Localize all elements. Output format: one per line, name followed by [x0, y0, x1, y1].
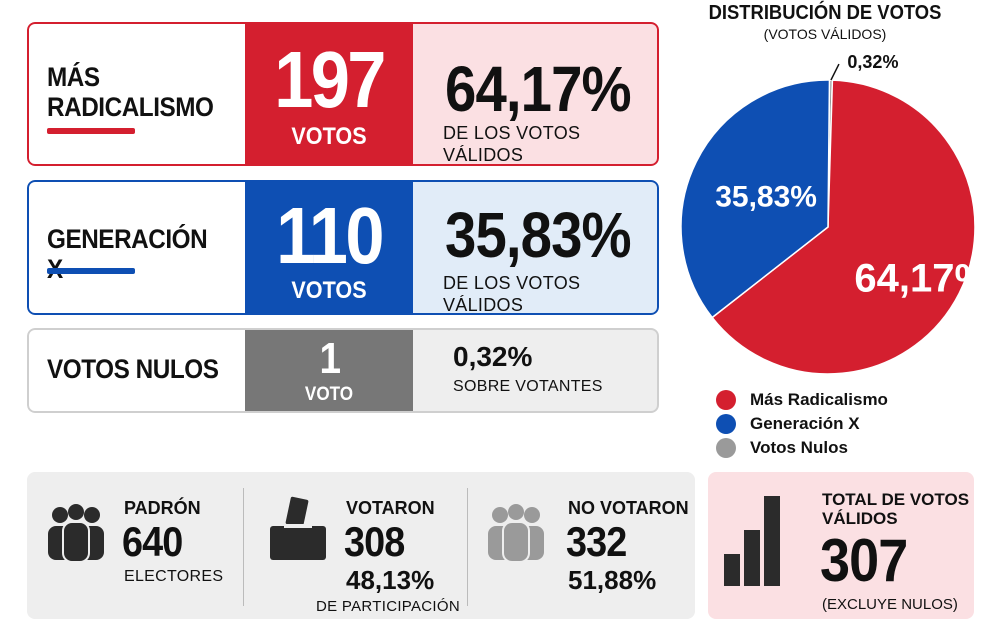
- party-name-cell: VOTOS NULOS: [27, 328, 245, 413]
- legend-swatch: [716, 438, 736, 458]
- total-validos-value: 307: [820, 527, 908, 594]
- card-votos-nulos: VOTOS NULOS 1 VOTO 0,32% SOBRE VOTANTES: [27, 328, 659, 413]
- total-validos-sub: (EXCLUYE NULOS): [822, 596, 958, 613]
- party-name: MÁS RADICALISMO: [47, 62, 214, 122]
- stats-divider: [467, 488, 468, 606]
- legend-item-mas-radicalismo: Más Radicalismo: [716, 389, 888, 411]
- legend-swatch: [716, 414, 736, 434]
- pie-chart: 64,17% 35,83% 0,32%: [680, 52, 990, 375]
- pct-value: 64,17%: [445, 53, 632, 125]
- pct-subtitle: SOBRE VOTANTES: [453, 378, 603, 395]
- pie-slice-1: [680, 79, 831, 319]
- votes-count: 1: [319, 334, 342, 383]
- pie-label-generacion-x: 35,83%: [715, 180, 817, 213]
- no-votaron-value: 332: [566, 518, 627, 565]
- legend-swatch: [716, 390, 736, 410]
- pie-label-mas-radicalismo: 64,17%: [854, 257, 990, 301]
- pct-value: 35,83%: [445, 199, 632, 271]
- votes-count: 197: [274, 35, 386, 124]
- total-validos-label: TOTAL DE VOTOS VÁLIDOS: [822, 490, 970, 528]
- votes-label: VOTOS: [291, 123, 367, 150]
- party-underline: [47, 128, 135, 134]
- legend-label: Generación X: [750, 414, 860, 433]
- pie-label-votos-nulos: 0,32%: [847, 52, 898, 72]
- pie-slice-0: [711, 79, 976, 375]
- ballot-box-icon: [270, 496, 326, 560]
- pie-leader-line: [830, 63, 840, 81]
- legend-item-votos-nulos: Votos Nulos: [716, 437, 848, 459]
- stats-panel: [27, 472, 695, 619]
- bar-chart-icon: [724, 496, 780, 586]
- no-votaron-pct: 51,88%: [568, 565, 657, 595]
- legend-label: Más Radicalismo: [750, 390, 888, 409]
- card-generacion-x: GENERACIÓN X 110 VOTOS 35,83% DE LOS VOT…: [27, 180, 659, 315]
- pct-value: 0,32%: [453, 341, 533, 372]
- padron-sub: ELECTORES: [124, 568, 224, 585]
- chart-subtitle: (VOTOS VÁLIDOS): [763, 26, 887, 42]
- pct-subtitle: DE LOS VOTOS VÁLIDOS: [443, 273, 581, 315]
- no-votaron-label: NO VOTARON: [568, 498, 689, 518]
- votes-cell: 110 VOTOS: [245, 180, 413, 315]
- votes-cell: 197 VOTOS: [245, 22, 413, 166]
- pct-cell: 64,17% DE LOS VOTOS VÁLIDOS: [413, 22, 659, 166]
- party-name-cell: MÁS RADICALISMO: [27, 22, 245, 166]
- party-name: GENERACIÓN X: [47, 224, 208, 284]
- votes-label: VOTO: [304, 384, 354, 405]
- people-group-icon: [488, 504, 544, 562]
- chart-title: DISTRIBUCIÓN DE VOTOS: [708, 2, 942, 24]
- stats-divider: [243, 488, 244, 606]
- party-name-cell: GENERACIÓN X: [27, 180, 245, 315]
- people-group-icon: [48, 504, 104, 562]
- pct-cell: 35,83% DE LOS VOTOS VÁLIDOS: [413, 180, 659, 315]
- legend-item-generacion-x: Generación X: [716, 413, 860, 435]
- votes-label: VOTOS: [291, 277, 367, 304]
- padron-value: 640: [122, 518, 183, 565]
- card-mas-radicalismo: MÁS RADICALISMO 197 VOTOS 64,17% DE LOS …: [27, 22, 659, 166]
- legend-label: Votos Nulos: [750, 438, 848, 457]
- party-name: VOTOS NULOS: [47, 354, 219, 384]
- votes-cell: 1 VOTO: [245, 328, 413, 413]
- party-underline: [47, 268, 135, 274]
- pct-cell: 0,32% SOBRE VOTANTES: [413, 328, 659, 413]
- pct-subtitle: DE LOS VOTOS VÁLIDOS: [443, 123, 581, 165]
- votes-count: 110: [276, 191, 384, 280]
- votaron-sub: DE PARTICIPACIÓN: [316, 598, 460, 615]
- votaron-pct: 48,13%: [346, 565, 435, 595]
- votaron-value: 308: [344, 518, 405, 565]
- padron-label: PADRÓN: [124, 498, 201, 518]
- votaron-label: VOTARON: [346, 498, 435, 518]
